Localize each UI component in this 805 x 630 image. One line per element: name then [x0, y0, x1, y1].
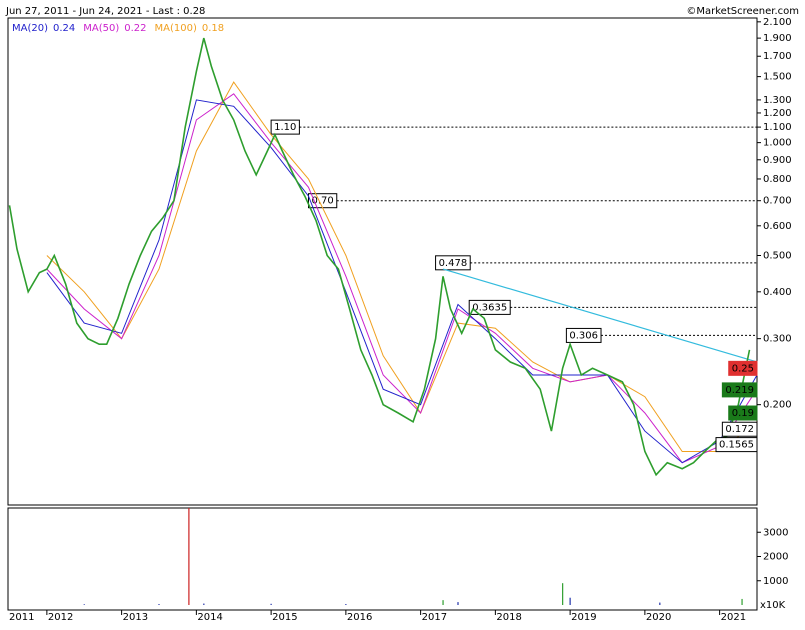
ma-line — [46, 81, 758, 452]
price-label: 0.1565 — [719, 440, 754, 451]
level-label: 0.70 — [311, 196, 333, 207]
legend-value: 0.24 — [53, 23, 75, 34]
price-label: 0.19 — [732, 408, 754, 419]
x-tick-label: 2018 — [496, 612, 521, 623]
legend: MA(20) 0.24 MA(50) 0.22 MA(100) 0.18 — [12, 23, 224, 34]
x-tick-label: 2012 — [48, 612, 73, 623]
trendline — [442, 268, 758, 363]
y-tick-label: 0.900 — [763, 155, 792, 166]
x-tick-label: 2016 — [347, 612, 372, 623]
y-tick-label: 0.200 — [763, 400, 792, 411]
x-tick-label: 2021 — [721, 612, 746, 623]
chart-title: Jun 27, 2011 - Jun 24, 2021 - Last : 0.2… — [5, 6, 205, 17]
y-tick-label: 0.700 — [763, 196, 792, 207]
level-label: 0.306 — [569, 330, 598, 341]
y-tick-label: 0.500 — [763, 250, 792, 261]
volume-bar — [457, 602, 459, 605]
volume-tick-label: 3000 — [763, 527, 788, 538]
volume-bar — [659, 602, 661, 605]
price-line — [8, 37, 751, 477]
ma-line — [46, 99, 758, 464]
volume-unit: x10K — [760, 600, 786, 611]
y-tick-label: 0.300 — [763, 334, 792, 345]
volume-tick-label: 2000 — [763, 552, 788, 563]
y-tick-label: 1.000 — [763, 138, 792, 149]
legend-name: MA(50) — [83, 23, 119, 34]
volume-bar — [203, 603, 205, 605]
volume-bar — [562, 583, 564, 605]
volume-bar — [270, 603, 272, 605]
price-label-box — [721, 421, 758, 437]
ma-line — [46, 93, 758, 464]
x-tick-label: 2015 — [272, 612, 297, 623]
volume-bar — [345, 604, 347, 605]
y-tick-label: 2.100 — [763, 17, 792, 28]
y-tick-label: 0.400 — [763, 287, 792, 298]
legend-value: 0.22 — [124, 23, 146, 34]
volume-panel — [7, 507, 758, 611]
x-tick-label: 2017 — [422, 612, 447, 623]
x-tick-label: 2020 — [646, 612, 671, 623]
volume-bar — [741, 598, 743, 605]
price-panel — [7, 17, 758, 506]
price-label-box — [721, 382, 758, 398]
y-tick-label: 1.500 — [763, 72, 792, 83]
level-label: 1.10 — [274, 122, 296, 133]
y-tick-label: 0.600 — [763, 221, 792, 232]
x-tick-label: 2019 — [571, 612, 596, 623]
x-tick-label: 2014 — [197, 612, 222, 623]
legend-name: MA(100) — [155, 23, 197, 34]
level-label: 0.478 — [439, 258, 468, 269]
volume-bar — [188, 508, 190, 605]
price-label: 0.25 — [732, 363, 754, 374]
x-tick-label: 2011 — [9, 612, 34, 623]
volume-tick-label: 1000 — [763, 576, 788, 587]
price-label-box — [728, 405, 758, 421]
y-tick-label: 1.700 — [763, 51, 792, 62]
x-tick-label: 2013 — [123, 612, 148, 623]
legend-name: MA(20) — [12, 23, 48, 34]
level-label: 0.3635 — [472, 302, 507, 313]
y-tick-label: 0.800 — [763, 174, 792, 185]
volume-bar — [83, 604, 85, 605]
volume-bar — [442, 600, 444, 605]
source: ©MarketScreener.com — [686, 6, 799, 17]
y-tick-label: 1.200 — [763, 108, 792, 119]
y-tick-label: 1.900 — [763, 33, 792, 44]
price-label-box — [715, 437, 758, 453]
y-tick-label: 1.300 — [763, 95, 792, 106]
volume-bar — [569, 597, 571, 605]
y-tick-label: 1.100 — [763, 122, 792, 133]
legend-value: 0.18 — [202, 23, 224, 34]
price-label: 0.219 — [725, 385, 754, 396]
volume-bar — [158, 604, 160, 605]
price-label-box — [728, 360, 758, 376]
price-label: 0.172 — [725, 424, 754, 435]
